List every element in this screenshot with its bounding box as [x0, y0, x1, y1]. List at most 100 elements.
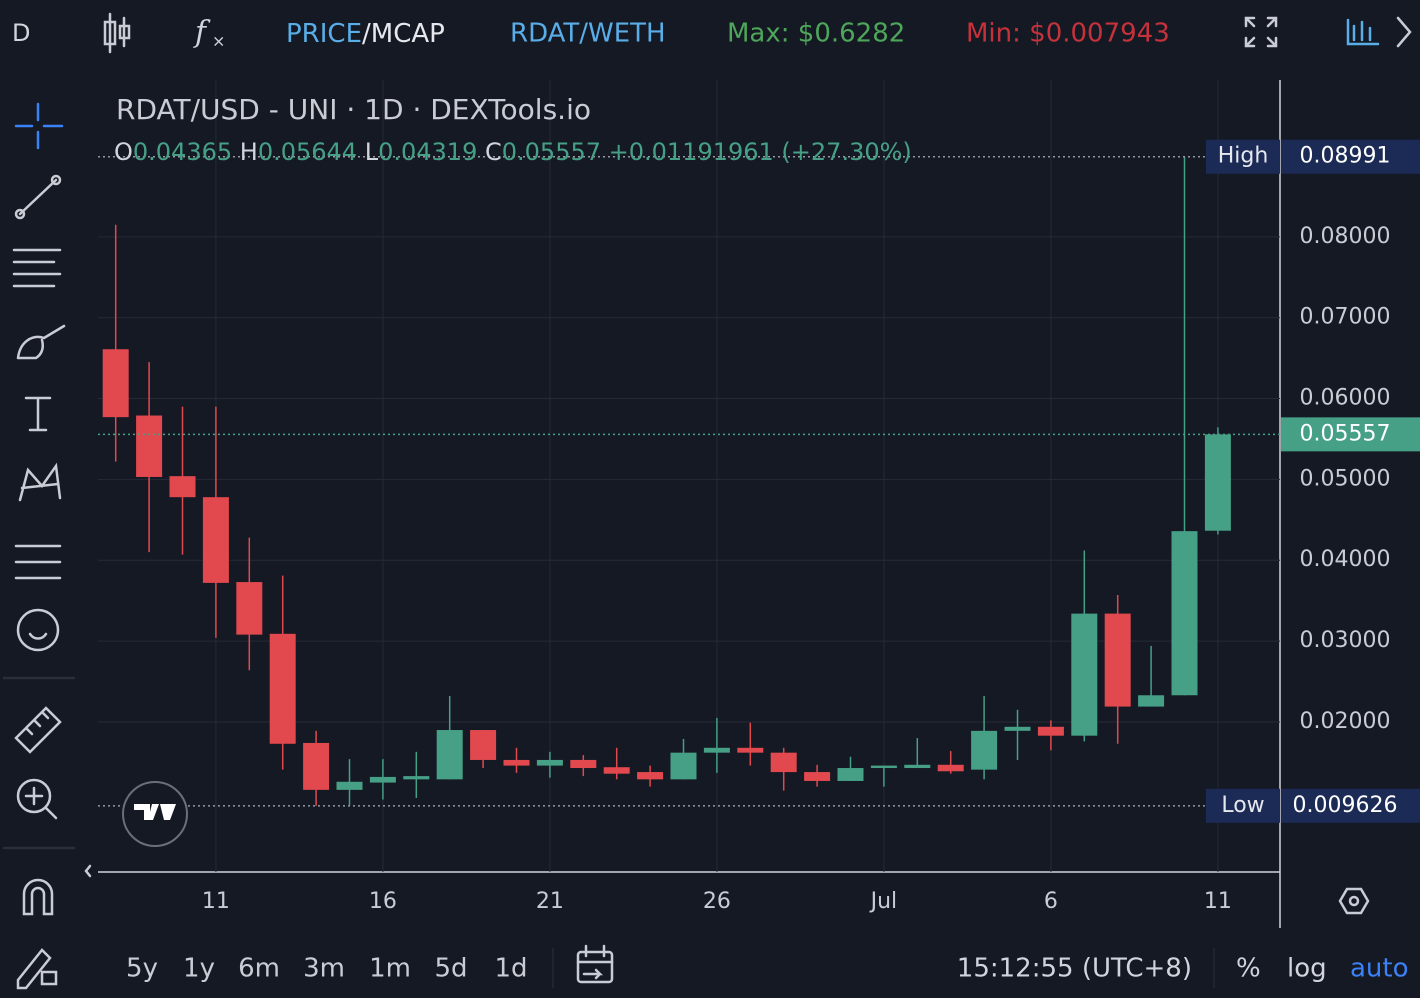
candle-body [837, 768, 864, 781]
date-range-icon[interactable] [576, 944, 614, 984]
high-tag: High [1218, 144, 1269, 169]
legend-title: RDAT/USD - UNI · 1D · DEXTools.io [116, 93, 591, 126]
fib-tool[interactable] [12, 248, 62, 288]
percent-toggle[interactable]: % [1236, 954, 1261, 984]
candle-body [1104, 613, 1131, 707]
x-tick-label: 11 [1204, 889, 1232, 914]
ohlc-legend: O0.04365 H0.05644 L0.04319 C0.05557 +0.0… [114, 138, 912, 166]
price-part: PRICE [286, 19, 362, 49]
high-value-box [1281, 139, 1420, 174]
candle-body [1004, 726, 1031, 731]
tv-logo-mark [134, 804, 176, 820]
candle-body [536, 759, 563, 766]
min-price: Min: $0.007943 [966, 19, 1170, 49]
range-button[interactable]: 6m [238, 954, 280, 984]
candle-body [470, 730, 497, 760]
zoom-plus [24, 786, 58, 820]
brush-tool[interactable] [16, 324, 66, 360]
zoom-tool[interactable] [16, 778, 52, 814]
legend-high: 0.05644 [258, 138, 357, 166]
fullscreen-icon[interactable] [1244, 16, 1278, 48]
candle-body [904, 764, 931, 769]
candle-type-icon[interactable] [103, 12, 131, 54]
forecast-tool[interactable] [14, 544, 62, 580]
more-arrow[interactable] [1396, 16, 1412, 48]
symbol-button[interactable]: D [12, 19, 30, 47]
lock-draw-tool[interactable] [16, 948, 52, 990]
crosshair-tool[interactable] [14, 102, 64, 150]
candle-body [1037, 726, 1064, 736]
legend-low: 0.04319 [378, 138, 477, 166]
last-price-value: 0.05557 [1300, 421, 1391, 446]
high-value: 0.08991 [1300, 144, 1391, 169]
range-button[interactable]: 1d [494, 954, 527, 984]
trend-dot [14, 208, 26, 220]
range-button[interactable]: 5y [126, 954, 158, 984]
y-tick-label: 0.04000 [1300, 547, 1391, 572]
range-bar: 5y 1y 6m 3m 1m 5d 1d [126, 954, 527, 984]
candle-body [937, 764, 964, 772]
x-tick-label: 26 [703, 889, 731, 914]
range-button[interactable]: 3m [303, 954, 345, 984]
candle-body [770, 752, 797, 773]
x-tick-label: Jul [869, 889, 898, 914]
legend-close: 0.05557 [502, 138, 601, 166]
range-button[interactable]: 1y [183, 954, 215, 984]
candle-body [269, 633, 296, 744]
price-mcap-toggle[interactable]: PRICE/MCAP [286, 19, 445, 49]
candle-body [971, 730, 998, 770]
candle-body [703, 747, 730, 753]
magnet-tool[interactable] [22, 878, 54, 916]
ruler-tool[interactable] [14, 706, 62, 754]
candle-body [804, 772, 831, 781]
y-tick-label: 0.07000 [1300, 305, 1391, 330]
low-value-box [1281, 788, 1420, 823]
legend-o: O [114, 138, 133, 166]
candle-body [870, 765, 897, 769]
y-tick-label: 0.08000 [1300, 224, 1391, 249]
legend-l: L [365, 138, 379, 166]
emoji-smile [28, 632, 48, 640]
left-toolbar [2, 102, 76, 990]
chart-style-icon[interactable] [1346, 18, 1380, 46]
candle-body [670, 752, 697, 780]
legend-h: H [240, 138, 258, 166]
candle-body [1138, 695, 1165, 707]
text-tool[interactable] [24, 396, 52, 432]
trend-line-tool[interactable] [18, 178, 58, 216]
collapse-arrow[interactable] [84, 864, 92, 878]
low-value: 0.009626 [1293, 793, 1398, 818]
auto-toggle[interactable]: auto [1350, 954, 1409, 984]
high-tag-box [1206, 139, 1280, 174]
pair-toggle[interactable]: RDAT/WETH [510, 19, 666, 49]
emoji-tool[interactable] [16, 608, 60, 652]
candle-body [1204, 434, 1231, 531]
legend-open: 0.04365 [133, 138, 232, 166]
pattern-tool[interactable] [18, 462, 62, 502]
lock-icon [40, 970, 58, 986]
candle-body [737, 747, 764, 753]
x-tick-label: 11 [202, 889, 230, 914]
x-tick-label: 16 [369, 889, 397, 914]
candle-body [336, 781, 363, 790]
range-button[interactable]: 1m [369, 954, 411, 984]
low-tag-box [1206, 788, 1280, 823]
max-price: Max: $0.6282 [727, 19, 905, 49]
candle-body [1071, 613, 1098, 736]
y-tick-label: 0.06000 [1300, 386, 1391, 411]
trend-dot [50, 174, 62, 186]
clock: 15:12:55 (UTC+8) [957, 954, 1192, 984]
range-button[interactable]: 5d [434, 954, 467, 984]
indicators-icon-x: × [212, 32, 225, 51]
y-tick-label: 0.03000 [1300, 628, 1391, 653]
legend-c: C [485, 138, 502, 166]
candle-body [102, 349, 129, 418]
settings-icon[interactable] [1338, 887, 1370, 915]
log-toggle[interactable]: log [1287, 954, 1327, 984]
candle-body [236, 582, 263, 635]
legend-change: +0.01191961 (+27.30%) [609, 138, 912, 166]
candle-body [403, 776, 430, 780]
